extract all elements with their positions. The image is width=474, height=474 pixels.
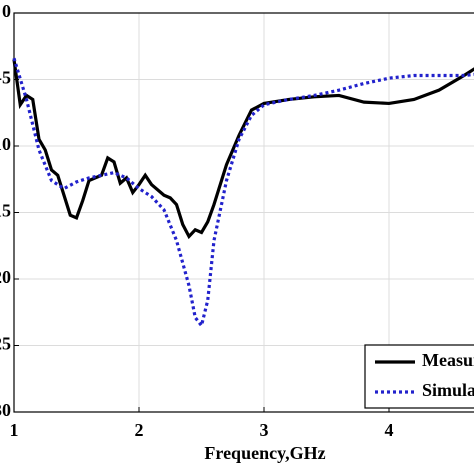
y-tick-label: -15 [0, 201, 11, 221]
x-tick-label: 1 [10, 420, 19, 440]
legend-label: Measured [422, 350, 474, 370]
x-axis-label: Frequency,GHz [204, 443, 325, 463]
x-tick-label: 4 [385, 420, 394, 440]
line-series [12, 59, 474, 240]
plot-frame [13, 12, 474, 413]
x-tick-label: 3 [260, 420, 269, 440]
y-tick-label: -10 [0, 134, 11, 154]
x-tick-label: 2 [135, 420, 144, 440]
y-tick-label: -30 [0, 400, 11, 420]
y-tick-label: 0 [2, 1, 11, 21]
legend-box [364, 344, 474, 409]
y-tick-label: -20 [0, 267, 11, 287]
line-series [12, 57, 474, 330]
legend-label: Simulated [422, 380, 474, 400]
y-tick-label: -25 [0, 334, 11, 354]
y-tick-label: -5 [0, 68, 11, 88]
